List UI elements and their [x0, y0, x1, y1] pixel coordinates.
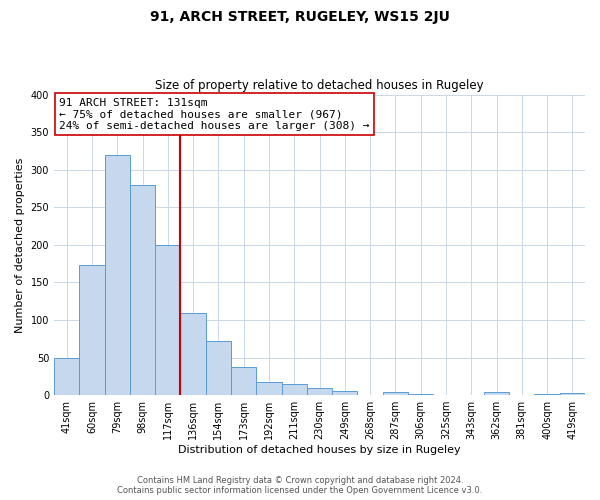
Bar [256, 382, 281, 395]
Bar [408, 394, 433, 395]
Y-axis label: Number of detached properties: Number of detached properties [15, 157, 25, 332]
Bar [54, 358, 79, 395]
Bar [560, 393, 585, 395]
Bar [79, 265, 104, 395]
Bar [130, 185, 155, 395]
Bar [383, 392, 408, 395]
Bar [231, 366, 256, 395]
Text: Contains HM Land Registry data © Crown copyright and database right 2024.
Contai: Contains HM Land Registry data © Crown c… [118, 476, 482, 495]
Bar [281, 384, 307, 395]
Bar [181, 312, 206, 395]
Bar [104, 154, 130, 395]
X-axis label: Distribution of detached houses by size in Rugeley: Distribution of detached houses by size … [178, 445, 461, 455]
Bar [155, 245, 181, 395]
Bar [535, 394, 560, 395]
Text: 91 ARCH STREET: 131sqm
← 75% of detached houses are smaller (967)
24% of semi-de: 91 ARCH STREET: 131sqm ← 75% of detached… [59, 98, 370, 131]
Bar [206, 341, 231, 395]
Bar [332, 390, 358, 395]
Text: 91, ARCH STREET, RUGELEY, WS15 2JU: 91, ARCH STREET, RUGELEY, WS15 2JU [150, 10, 450, 24]
Title: Size of property relative to detached houses in Rugeley: Size of property relative to detached ho… [155, 79, 484, 92]
Bar [484, 392, 509, 395]
Bar [307, 388, 332, 395]
